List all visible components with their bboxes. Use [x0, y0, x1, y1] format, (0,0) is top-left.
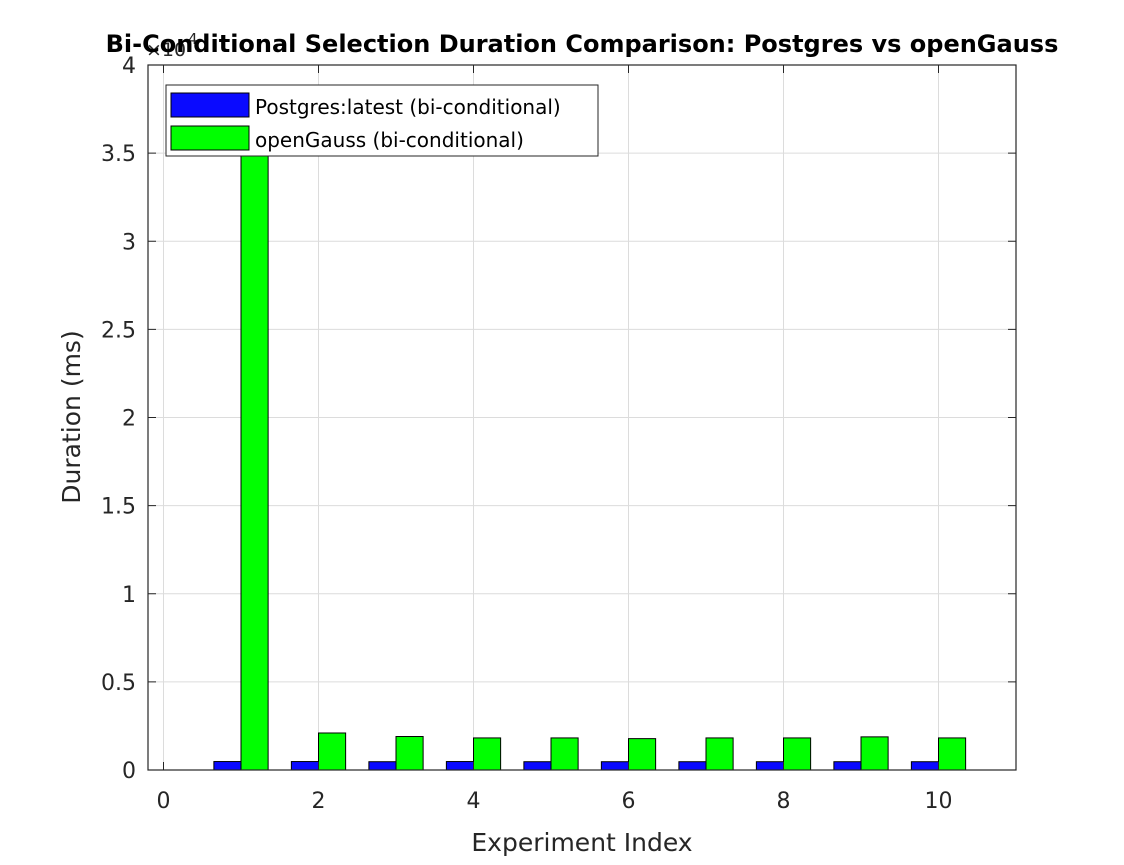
legend-label-postgres: Postgres:latest (bi-conditional) [255, 95, 561, 119]
bar-series-0-exp-4 [445, 761, 474, 771]
y-tick-label: 3.5 [101, 142, 136, 167]
x-tick-label: 4 [467, 789, 481, 814]
bar-series-0-exp-3 [368, 761, 397, 771]
bar-series-1-exp-7 [705, 737, 734, 771]
y-exponent-power: 4 [188, 30, 198, 48]
y-tick-label: 2.5 [101, 318, 136, 343]
x-tick-label: 8 [777, 789, 791, 814]
x-tick-label: 6 [622, 789, 636, 814]
y-axis-label: Duration (ms) [57, 330, 86, 503]
x-tick-label: 2 [312, 789, 326, 814]
chart-title: Bi-Conditional Selection Duration Compar… [106, 30, 1059, 58]
y-exponent-multiplier: ×10 [146, 39, 186, 61]
x-axis-label: Experiment Index [471, 828, 692, 857]
legend: Postgres:latest (bi-conditional) openGau… [165, 84, 599, 157]
legend-label-opengauss: openGauss (bi-conditional) [255, 128, 524, 152]
x-tick-label: 0 [157, 789, 171, 814]
bar-series-1-exp-3 [395, 736, 424, 771]
y-tick-label: 3 [122, 230, 136, 255]
x-tick-label: 10 [925, 789, 953, 814]
bar-series-0-exp-5 [523, 761, 552, 771]
bar-series-1-exp-2 [318, 732, 347, 771]
bar-series-1-exp-9 [860, 736, 889, 771]
bar-series-0-exp-6 [600, 761, 629, 771]
axis-ticks [148, 64, 1016, 771]
bar-series-1-exp-6 [628, 738, 657, 771]
legend-swatch-opengauss [170, 125, 250, 151]
bar-series-0-exp-10 [910, 761, 939, 771]
y-tick-label: 1.5 [101, 495, 136, 520]
tick-labels: 0 2 4 6 8 10 0 0.5 1 1.5 2 2.5 3 3.5 4 [101, 54, 953, 814]
bar-series-1-exp-8 [783, 737, 812, 771]
y-tick-label: 0.5 [101, 671, 136, 696]
bar-series-0-exp-7 [678, 761, 707, 771]
bar-series-1-exp-5 [550, 737, 579, 771]
bar-series-0-exp-1 [213, 761, 242, 771]
y-tick-label: 0 [122, 759, 136, 784]
bar-series-0-exp-8 [755, 761, 784, 771]
bar-series-1-exp-1 [240, 152, 269, 771]
bar-series-1-exp-10 [938, 737, 967, 771]
y-tick-label: 2 [122, 407, 136, 432]
legend-swatch-postgres [170, 92, 250, 118]
bar-series-0-exp-2 [290, 761, 319, 771]
y-tick-label: 4 [122, 54, 136, 79]
y-tick-label: 1 [122, 583, 136, 608]
bar-series-1-exp-4 [473, 737, 502, 771]
bar-series-0-exp-9 [833, 761, 862, 771]
